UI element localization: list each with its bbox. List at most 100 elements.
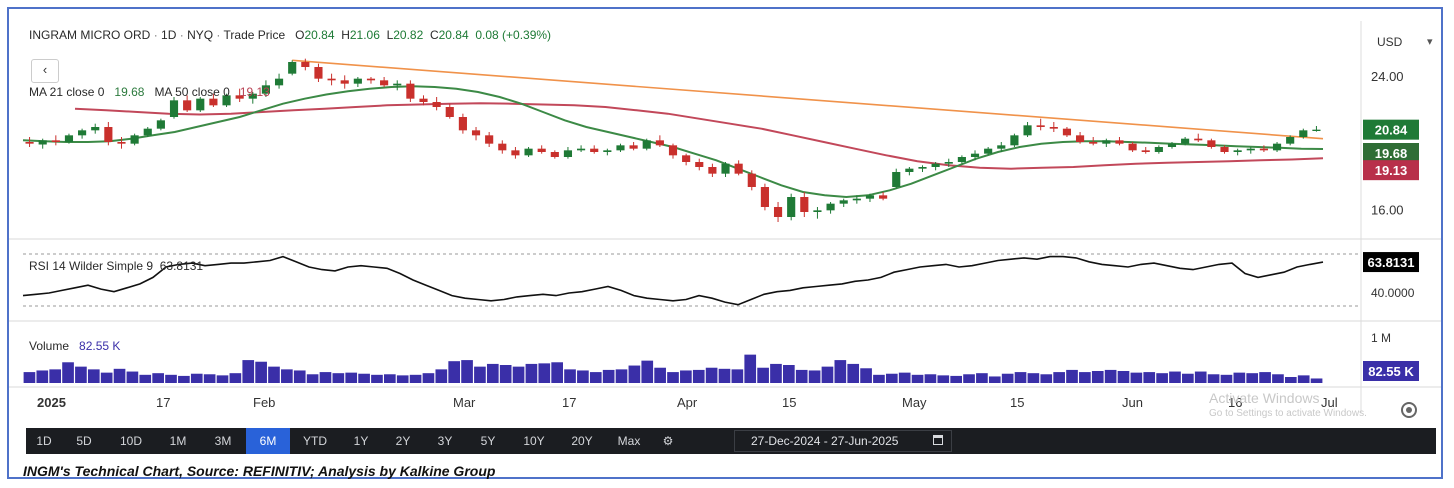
candle-body [905, 168, 914, 172]
range-button-20y[interactable]: 20Y [571, 434, 593, 448]
volume-bar [396, 375, 409, 383]
rsi-line [22, 255, 1324, 306]
volume-bar [1272, 374, 1284, 383]
interval-label: 1D [161, 28, 177, 42]
candle-body [169, 100, 179, 117]
candle-body [393, 83, 402, 86]
volume-bar [178, 375, 190, 383]
candle-body [1167, 143, 1177, 147]
candle-body [577, 148, 586, 151]
range-button-1d[interactable]: 1D [36, 434, 52, 448]
volume-bar [371, 374, 383, 383]
price-chart[interactable]: 24.00 16.00 40.0000 1 M 20.84 19.68 19.13 63.81… [9, 9, 1441, 479]
volume-bar [409, 374, 422, 383]
range-button-6m[interactable]: 6M [246, 428, 290, 454]
candle-body [314, 67, 323, 79]
volume-bar [1233, 372, 1246, 383]
candle-body [117, 142, 126, 144]
volume-bar [358, 373, 370, 383]
chart-settings-icon[interactable] [1401, 402, 1417, 418]
high-value: 21.06 [349, 28, 380, 42]
candle-body [997, 145, 1006, 149]
range-button-2y[interactable]: 2Y [395, 434, 411, 448]
range-button-1y[interactable]: 1Y [353, 434, 369, 448]
candle-body [957, 157, 966, 162]
volume-bar [628, 365, 641, 383]
candle-body [603, 150, 612, 152]
range-button-3y[interactable]: 3Y [437, 434, 453, 448]
candle-body [1220, 147, 1229, 152]
volume-bar [62, 362, 74, 383]
range-button-5y[interactable]: 5Y [480, 434, 496, 448]
range-button-ytd[interactable]: YTD [303, 434, 327, 448]
x-tick-label: 17 [562, 395, 576, 410]
volume-bar [783, 365, 795, 383]
candle-body [419, 98, 428, 102]
candle-body [682, 155, 691, 162]
volume-bar [139, 374, 152, 383]
volume-bar [744, 354, 757, 383]
rsi-legend: RSI 14 Wilder Simple 9 63.8131 [29, 259, 203, 273]
volume-bar [216, 375, 229, 383]
date-range-picker[interactable]: 27-Dec-2024 - 27-Jun-2025 [734, 430, 952, 452]
activate-windows-watermark: Activate Windows [1209, 390, 1320, 406]
candle-body [550, 152, 559, 157]
volume-bar [795, 369, 808, 383]
candle-body [380, 80, 389, 86]
close-value: 20.84 [438, 28, 469, 42]
open-label: O [295, 28, 305, 42]
volume-bar [705, 367, 718, 383]
candle-body [1102, 140, 1111, 144]
range-button-10y[interactable]: 10Y [523, 434, 545, 448]
candle-body [1233, 150, 1242, 152]
volume-bar [885, 373, 898, 383]
volume-bar [976, 373, 988, 383]
volume-bar [345, 372, 358, 383]
candle-body [471, 130, 481, 136]
candle-body [1272, 143, 1282, 151]
candle-body [879, 195, 888, 199]
range-button-10d[interactable]: 10D [119, 434, 142, 448]
back-button[interactable]: ‹ [31, 59, 59, 83]
range-button-5d[interactable]: 5D [76, 434, 92, 448]
x-tick-label: 17 [156, 395, 170, 410]
candle-body [1194, 138, 1203, 141]
volume-tag-bg [1363, 361, 1419, 381]
candle-body [511, 150, 520, 156]
symbol-header: INGRAM MICRO ORD · 1D · NYQ · Trade Pric… [29, 28, 552, 42]
candle-body [209, 98, 218, 106]
range-button-1m[interactable]: 1M [169, 434, 187, 448]
volume-bar [1246, 373, 1259, 383]
candle-body [1154, 147, 1163, 152]
volume-bar [898, 372, 911, 383]
candle-body [1207, 140, 1216, 147]
volume-value: 82.55 K [79, 339, 121, 353]
x-tick-label: 15 [1010, 395, 1024, 410]
volume-bar [435, 369, 448, 383]
candle-body [970, 153, 980, 157]
volume-bar [1169, 371, 1181, 383]
price-type-label: Trade Price [223, 28, 286, 42]
volume-bar [847, 363, 860, 383]
price-tick-label: 16.00 [1371, 202, 1404, 217]
candle-body [590, 148, 599, 152]
candle-body [196, 98, 205, 111]
volume-bar [448, 361, 461, 383]
candle-body [852, 198, 861, 201]
candle-body [261, 85, 270, 94]
close-label: C [429, 28, 439, 42]
currency-selector[interactable]: USD [1377, 35, 1403, 49]
volume-bar [1143, 372, 1156, 383]
volume-bar [306, 374, 319, 383]
chevron-down-icon[interactable]: ▾ [1427, 36, 1433, 48]
volume-bar [937, 375, 950, 383]
range-button-3m[interactable]: 3M [214, 434, 232, 448]
x-tick-label: Jun [1122, 395, 1143, 410]
volume-bar [512, 366, 525, 383]
volume-bar [255, 361, 267, 383]
candle-body [38, 140, 47, 145]
toolbar-settings-icon[interactable]: ⚙ [662, 434, 674, 448]
candle-body [340, 80, 349, 84]
volume-bar [383, 374, 396, 383]
range-button-max[interactable]: Max [617, 434, 641, 448]
